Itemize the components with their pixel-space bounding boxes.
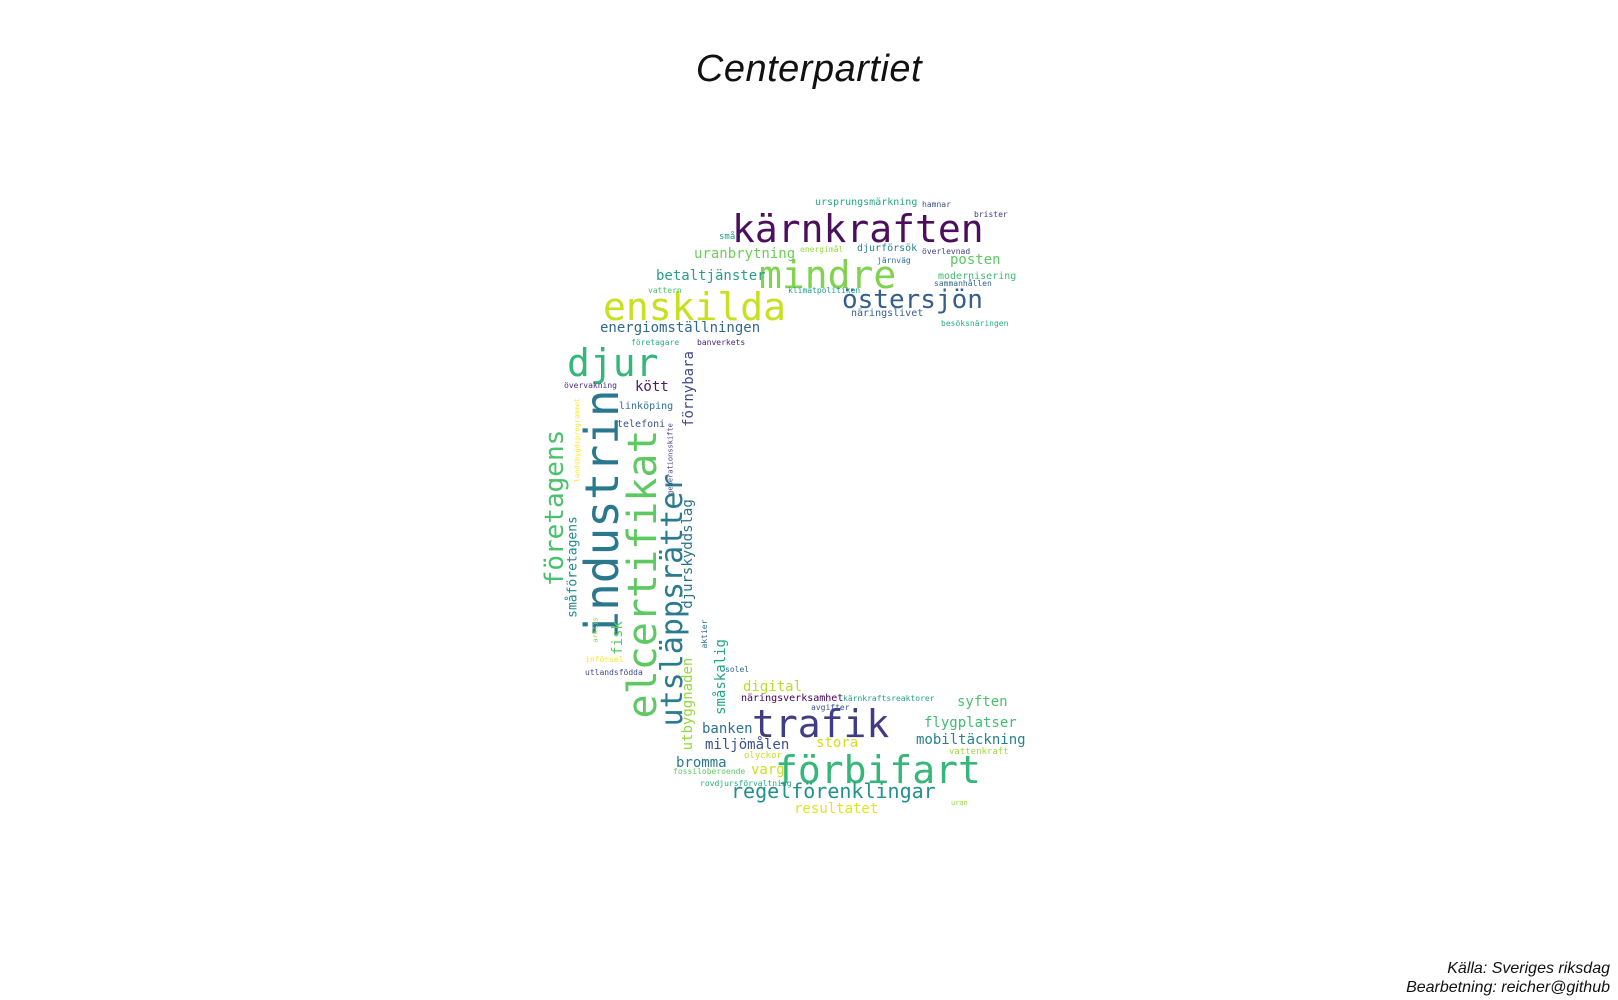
word-järnväg: järnväg (877, 256, 911, 265)
word-energiomställningen: energiomställningen (600, 320, 761, 336)
word-kärnkraftsreaktorer: kärnkraftsreaktorer (843, 694, 935, 703)
word-linköping: linköping (619, 401, 674, 412)
word-posten: posten (950, 252, 1001, 268)
word-införsel: införsel (585, 655, 624, 664)
word-telefoni: telefoni (617, 419, 666, 430)
word-modernisering: modernisering (938, 271, 1017, 282)
word-stora: stora (816, 735, 859, 751)
word-små: små (719, 232, 736, 242)
word-digital: digital (743, 679, 803, 695)
word-övervakning: övervakning (564, 381, 617, 390)
word-trafik: trafik (752, 702, 890, 746)
word-syften: syften (957, 694, 1008, 710)
word-företagens: företagens (540, 429, 570, 587)
word-vattern: vattern (648, 286, 682, 295)
word-näringslivet: näringslivet (851, 308, 924, 319)
word-djurförsök: djurförsök (857, 243, 918, 254)
word-djurskyddslag: djurskyddslag (680, 499, 696, 609)
word-varg: varg (751, 762, 785, 778)
word-uranbrytning: uranbrytning (694, 246, 796, 262)
word-avgifter: avgifter (811, 703, 850, 712)
source-credit: Källa: Sveriges riksdag (1447, 960, 1610, 977)
word-förnybara: förnybara (681, 351, 697, 427)
word-besöksnäringen: besöksnäringen (941, 319, 1009, 328)
processing-credit: Bearbetning: reicher@github (1406, 979, 1610, 996)
word-företagare: företagare (631, 338, 680, 347)
word-småföretagens: småföretagens (565, 516, 581, 618)
word-landsbygdsprogrammet: landsbygdsprogrammet (573, 397, 582, 483)
word-aktier: aktier (700, 619, 709, 649)
word-resultatet: resultatet (794, 801, 879, 817)
word-rovdjursförvaltning: rovdjursförvaltning (700, 779, 792, 788)
word-hamnar: hamnar (922, 200, 951, 209)
word-småskalig: småskalig (713, 639, 729, 715)
word-bromma: bromma (676, 755, 727, 771)
word-kött: kött (635, 379, 669, 395)
word-arktis: arktis (591, 617, 600, 643)
word-mindre: mindre (759, 253, 897, 297)
word-betaltjänster: betaltjänster (656, 268, 766, 284)
word-förbifart: förbifart (775, 748, 981, 792)
word-utbyggnaden: utbyggnaden (680, 657, 696, 751)
word-enskilda: enskilda (603, 285, 787, 329)
word-klimatpolitiken: klimatpolitiken (788, 286, 861, 295)
word-mobiltäckning: mobiltäckning (916, 732, 1026, 748)
word-vattenkraft: vattenkraft (949, 747, 1009, 757)
word-solel: solel (725, 665, 750, 674)
word-energimål: energimål (800, 245, 844, 254)
word-utlandsfödda: utlandsfödda (585, 668, 643, 677)
word-sammanhållen: sammanhållen (934, 279, 992, 288)
word-flygplatser: flygplatser (924, 715, 1017, 731)
word-fossiloberoende: fossiloberoende (673, 767, 746, 776)
chart-title: Centerpartiet (695, 48, 923, 90)
word-ursprungsmärkning: ursprungsmärkning (815, 197, 918, 208)
word-banken: banken (702, 721, 753, 737)
word-överlevnad: överlevnad (922, 247, 971, 256)
word-djur: djur (567, 341, 659, 385)
word-kärnkraften: kärnkraften (732, 207, 984, 251)
word-banverkets: banverkets (697, 338, 746, 347)
word-brister: brister (974, 210, 1008, 219)
word-näringsverksamhet: näringsverksamhet (741, 693, 844, 704)
word-regelförenklingar: regelförenklingar (731, 779, 936, 803)
word-uran: uran (951, 799, 968, 807)
word-fisk: fisk (610, 621, 626, 655)
word-olyckor: olyckor (744, 751, 782, 761)
word-generationsskifte: generationsskifte (666, 423, 675, 495)
word-östersjön: östersjön (842, 285, 983, 315)
word-miljömålen: miljömålen (705, 737, 790, 753)
